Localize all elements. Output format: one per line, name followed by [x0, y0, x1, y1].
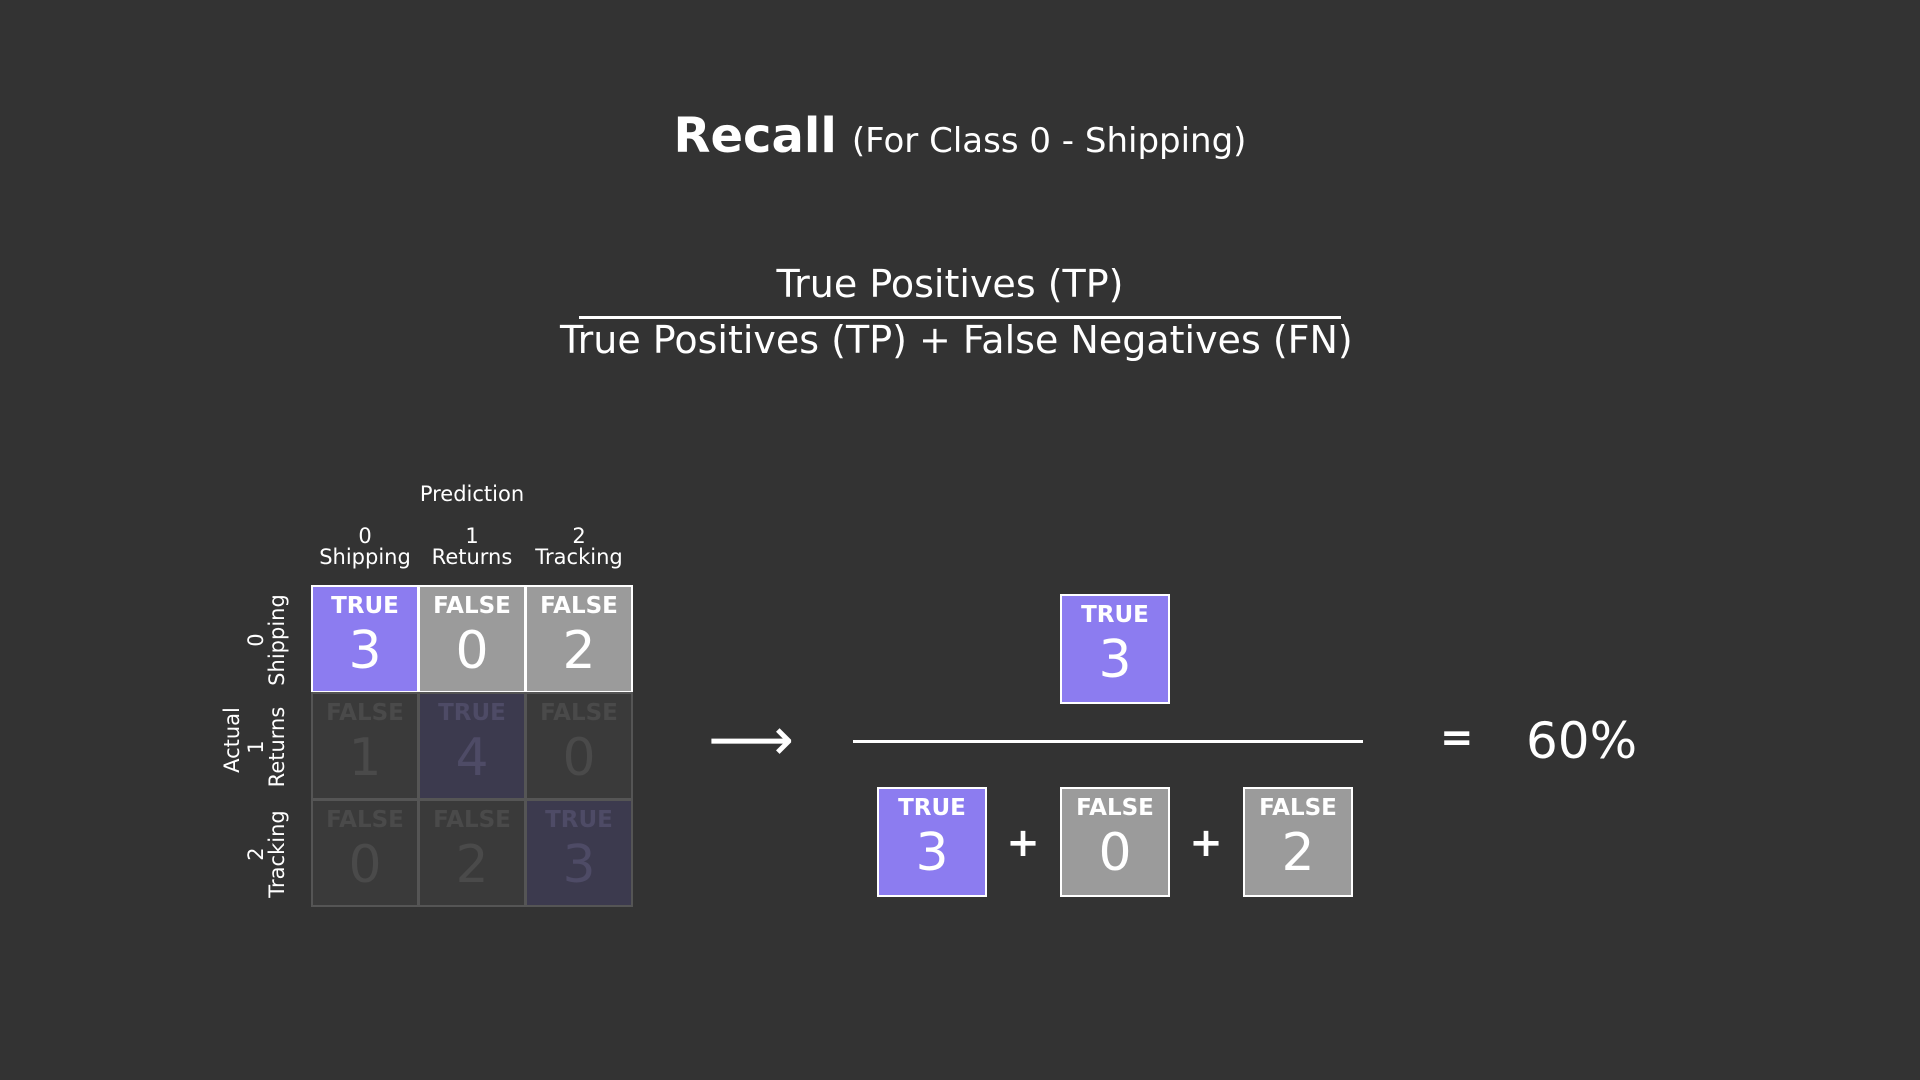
row-index: 2 — [244, 847, 268, 861]
prediction-axis-label: Prediction — [419, 482, 525, 506]
formula-numerator: True Positives (TP) — [776, 262, 1124, 306]
column-name: Shipping — [319, 545, 411, 569]
cell-label: FALSE — [433, 593, 511, 619]
cell-value: 0 — [348, 835, 382, 895]
cell-value: 0 — [455, 621, 489, 681]
row-name: Tracking — [265, 810, 289, 898]
matrix-cell-2-1: FALSE 2 — [418, 799, 526, 907]
column-index: 1 — [465, 524, 479, 548]
box-value: 3 — [915, 823, 949, 883]
row-name: Shipping — [265, 594, 289, 686]
column-header-tracking: 2 Tracking — [525, 526, 633, 568]
box-value: 3 — [1098, 630, 1132, 690]
formula-fraction-line — [579, 316, 1341, 319]
recall-result: 60% — [1526, 712, 1638, 770]
box-label: TRUE — [1081, 602, 1149, 628]
row-index: 1 — [244, 740, 268, 754]
box-label: TRUE — [898, 795, 966, 821]
cell-label: FALSE — [326, 807, 404, 833]
row-index: 0 — [244, 633, 268, 647]
row-name: Returns — [265, 706, 289, 788]
column-index: 0 — [358, 524, 372, 548]
row-header-returns: 1 Returns — [244, 687, 296, 807]
matrix-cell-2-0: FALSE 0 — [311, 799, 419, 907]
cell-value: 2 — [562, 621, 596, 681]
row-header-tracking: 2 Tracking — [244, 794, 296, 914]
column-index: 2 — [572, 524, 586, 548]
cell-label: TRUE — [545, 807, 613, 833]
cell-label: FALSE — [540, 593, 618, 619]
cell-value: 2 — [455, 835, 489, 895]
cell-label: FALSE — [540, 700, 618, 726]
box-value: 2 — [1281, 823, 1315, 883]
actual-axis-label: Actual — [220, 707, 244, 773]
matrix-cell-0-1: FALSE 0 — [418, 585, 526, 693]
matrix-cell-0-2: FALSE 2 — [525, 585, 633, 693]
title-subtitle: (For Class 0 - Shipping) — [851, 121, 1247, 161]
cell-label: FALSE — [433, 807, 511, 833]
column-header-shipping: 0 Shipping — [311, 526, 419, 568]
cell-value: 3 — [562, 835, 596, 895]
matrix-cell-1-2: FALSE 0 — [525, 692, 633, 800]
cell-label: FALSE — [326, 700, 404, 726]
calc-denominator-box-fn-returns: FALSE 0 — [1060, 787, 1170, 897]
box-label: FALSE — [1076, 795, 1154, 821]
cell-value: 1 — [348, 728, 382, 788]
cell-label: TRUE — [438, 700, 506, 726]
calc-denominator-box-fn-tracking: FALSE 2 — [1243, 787, 1353, 897]
right-arrow-icon: ⟶ — [708, 705, 795, 775]
calc-fraction-line — [853, 740, 1363, 743]
cell-label: TRUE — [331, 593, 399, 619]
cell-value: 0 — [562, 728, 596, 788]
matrix-cell-0-0: TRUE 3 — [311, 585, 419, 693]
plus-sign: + — [1006, 820, 1040, 866]
matrix-cell-1-0: FALSE 1 — [311, 692, 419, 800]
matrix-cell-1-1: TRUE 4 — [418, 692, 526, 800]
column-name: Returns — [431, 545, 513, 569]
cell-value: 3 — [348, 621, 382, 681]
calc-numerator-box: TRUE 3 — [1060, 594, 1170, 704]
box-label: FALSE — [1259, 795, 1337, 821]
cell-value: 4 — [455, 728, 489, 788]
formula-denominator: True Positives (TP) + False Negatives (F… — [560, 318, 1353, 362]
column-header-returns: 1 Returns — [418, 526, 526, 568]
column-name: Tracking — [535, 545, 623, 569]
matrix-cell-2-2: TRUE 3 — [525, 799, 633, 907]
equals-sign: = — [1440, 715, 1474, 761]
calc-denominator-box-tp: TRUE 3 — [877, 787, 987, 897]
row-header-shipping: 0 Shipping — [244, 580, 296, 700]
title-main: Recall — [673, 108, 837, 164]
page-title: Recall (For Class 0 - Shipping) — [0, 108, 1920, 164]
plus-sign: + — [1189, 820, 1223, 866]
box-value: 0 — [1098, 823, 1132, 883]
